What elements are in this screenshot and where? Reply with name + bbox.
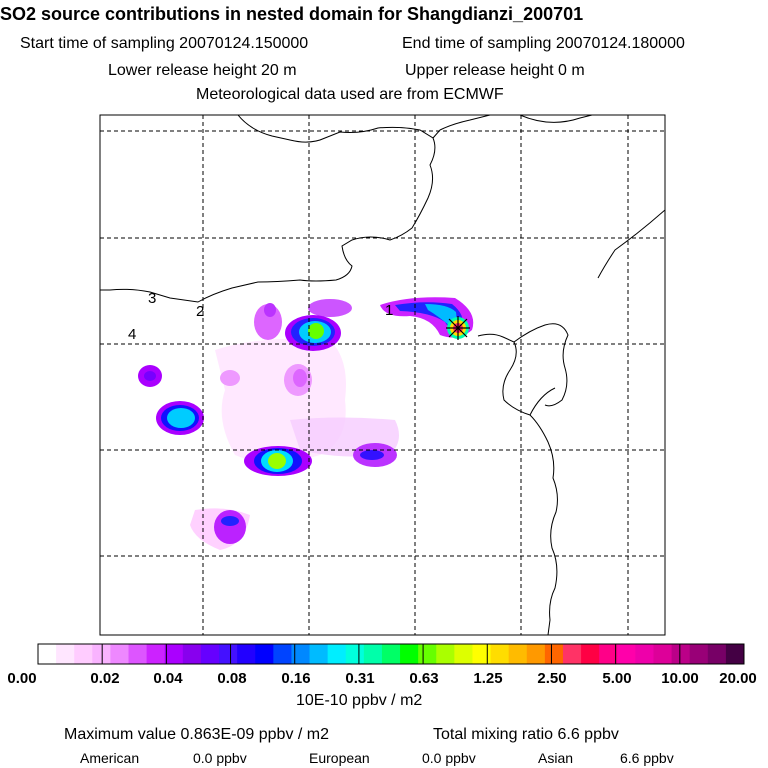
upper-release-height-label: Upper release height 0 m bbox=[405, 62, 585, 79]
graticule bbox=[100, 115, 665, 635]
colorbar-swatch bbox=[255, 644, 274, 664]
colorbar-swatch bbox=[92, 644, 111, 664]
colorbar-tick-label: 0.31 bbox=[345, 670, 375, 687]
colorbar-unit-label: 10E-10 ppbv / m2 bbox=[296, 692, 423, 709]
colorbar-swatch bbox=[219, 644, 238, 664]
colorbar-swatch bbox=[599, 644, 618, 664]
colorbar-swatch bbox=[671, 644, 691, 664]
region-label-2: 2 bbox=[196, 303, 204, 320]
colorbar-swatch bbox=[526, 644, 546, 664]
colorbar-swatch bbox=[418, 644, 437, 664]
asian-value: 6.6 ppbv bbox=[620, 750, 674, 766]
colorbar-swatch bbox=[74, 644, 93, 664]
colorbar-swatch bbox=[146, 644, 166, 664]
colorbar-swatch bbox=[200, 644, 220, 664]
colorbar-swatch bbox=[707, 644, 727, 664]
colorbar-swatch bbox=[617, 644, 636, 664]
colorbar-swatch bbox=[508, 644, 528, 664]
coastlines bbox=[100, 115, 665, 635]
colorbar-tick-label: 0.00 bbox=[7, 670, 37, 687]
colorbar-tick-label: 0.04 bbox=[153, 670, 183, 687]
colorbar-tick-label: 10.00 bbox=[661, 670, 699, 687]
colorbar-swatch bbox=[345, 644, 365, 664]
total-mixing-ratio-label: Total mixing ratio 6.6 ppbv bbox=[433, 726, 619, 743]
colorbar-tick-label: 2.50 bbox=[537, 670, 567, 687]
colorbar-swatch bbox=[400, 644, 419, 664]
colorbar-swatch bbox=[38, 644, 57, 664]
colorbar-swatch bbox=[544, 644, 564, 664]
lower-release-height-label: Lower release height 20 m bbox=[108, 62, 297, 79]
european-label: European bbox=[309, 750, 370, 766]
european-value: 0.0 ppbv bbox=[422, 750, 476, 766]
map-frame bbox=[99, 114, 666, 636]
map-content bbox=[100, 115, 665, 635]
region-label-3: 3 bbox=[148, 290, 156, 307]
colorbar-swatch bbox=[164, 644, 184, 664]
colorbar-swatch bbox=[689, 644, 709, 664]
meteorological-data-label: Meteorological data used are from ECMWF bbox=[196, 86, 504, 103]
colorbar-swatch bbox=[581, 644, 600, 664]
colorbar-swatch bbox=[291, 644, 311, 664]
end-time-label: End time of sampling 20070124.180000 bbox=[402, 35, 685, 52]
start-time-label: Start time of sampling 20070124.150000 bbox=[20, 35, 309, 52]
american-value: 0.0 ppbv bbox=[193, 750, 247, 766]
colorbar-swatch bbox=[562, 644, 582, 664]
region-label-4: 4 bbox=[128, 326, 136, 343]
colorbar-swatch bbox=[110, 644, 130, 664]
colorbar-swatch bbox=[653, 644, 673, 664]
colorbar-tick-label: 0.02 bbox=[90, 670, 120, 687]
source-marker-asterisk bbox=[446, 316, 470, 340]
colorbar-swatch bbox=[635, 644, 654, 664]
colorbar-swatch bbox=[472, 644, 492, 664]
colorbar-tick-label: 0.63 bbox=[409, 670, 439, 687]
colorbar-swatch bbox=[309, 644, 329, 664]
colorbar-swatch bbox=[490, 644, 510, 664]
colorbar-swatch bbox=[454, 644, 473, 664]
colorbar-swatch bbox=[327, 644, 347, 664]
colorbar-swatch bbox=[436, 644, 455, 664]
colorbar-swatch bbox=[182, 644, 202, 664]
colorbar-swatch bbox=[363, 644, 383, 664]
colorbar-swatch bbox=[725, 644, 745, 664]
colorbar-tick-label: 20.00 bbox=[719, 670, 757, 687]
colorbar-swatch bbox=[56, 644, 75, 664]
region-label-1: 1 bbox=[385, 302, 393, 319]
maximum-value-label: Maximum value 0.863E-09 ppbv / m2 bbox=[64, 726, 330, 743]
asian-label: Asian bbox=[538, 750, 574, 766]
colorbar-tick-label: 0.08 bbox=[217, 670, 247, 687]
concentration-field bbox=[138, 297, 474, 550]
colorbar bbox=[37, 643, 745, 665]
colorbar-swatch bbox=[381, 644, 401, 664]
american-label: American bbox=[80, 750, 140, 766]
colorbar-tick-label: 5.00 bbox=[602, 670, 632, 687]
colorbar-border bbox=[37, 643, 745, 665]
colorbar-tick-label: 0.16 bbox=[281, 670, 311, 687]
map-title: SO2 source contributions in nested domai… bbox=[0, 4, 584, 24]
colorbar-tick-label: 1.25 bbox=[473, 670, 503, 687]
colorbar-swatch bbox=[237, 644, 256, 664]
colorbar-swatch bbox=[273, 644, 292, 664]
colorbar-swatch bbox=[128, 644, 148, 664]
